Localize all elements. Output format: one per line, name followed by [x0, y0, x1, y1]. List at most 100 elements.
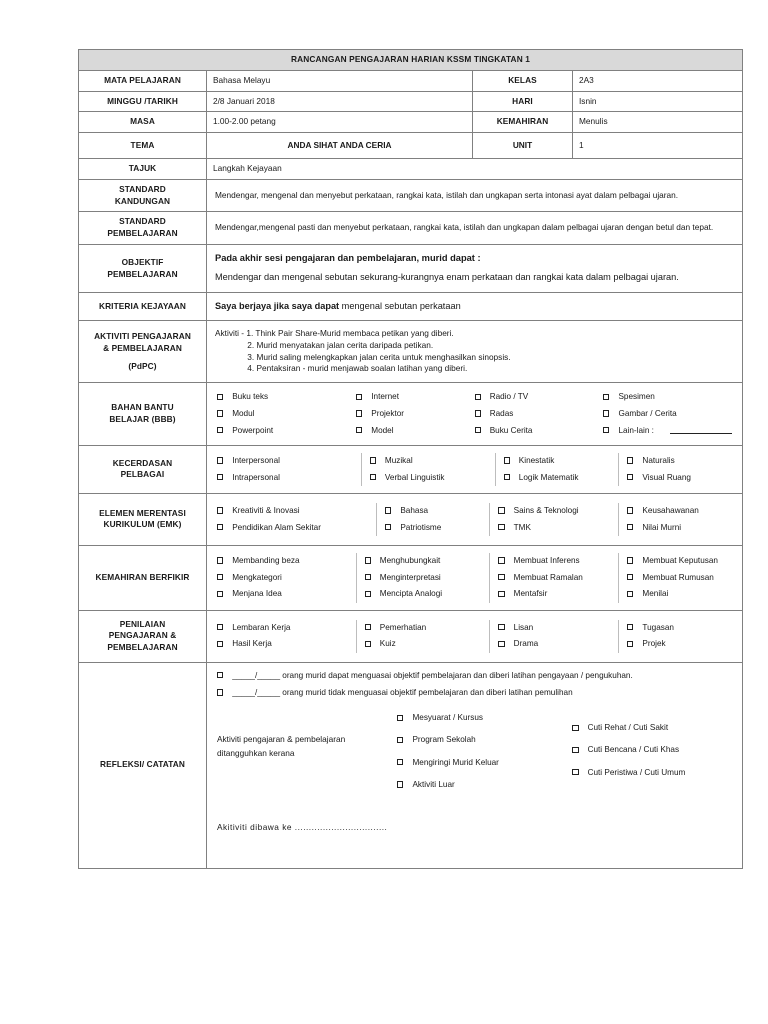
bbb-option[interactable]: Internet: [356, 392, 474, 402]
kecerdasan-option[interactable]: Kinestatik: [503, 456, 619, 466]
refleksi-reason-option[interactable]: Program Sekolah: [397, 735, 572, 745]
berfikir-option[interactable]: Menghubungkait: [364, 556, 490, 566]
emk-option[interactable]: TMK: [498, 523, 618, 533]
penilaian-option[interactable]: Hasil Kerja: [217, 639, 356, 649]
bbb-option[interactable]: Buku teks: [217, 392, 356, 402]
checkbox-icon[interactable]: [572, 746, 579, 754]
checkbox-icon[interactable]: [217, 507, 224, 514]
checkbox-icon[interactable]: [217, 672, 224, 679]
bbb-option[interactable]: Spesimen: [603, 392, 732, 402]
checkbox-icon[interactable]: [498, 557, 505, 564]
kecerdasan-option[interactable]: Logik Matematik: [503, 473, 619, 483]
refleksi-reason-option[interactable]: Mesyuarat / Kursus: [397, 713, 572, 723]
emk-option[interactable]: Bahasa: [385, 506, 489, 516]
kecerdasan-option[interactable]: Muzikal: [369, 456, 495, 466]
checkbox-icon[interactable]: [498, 524, 505, 531]
refleksi-leave-option[interactable]: Cuti Peristiwa / Cuti Umum: [572, 768, 732, 778]
checkbox-icon[interactable]: [217, 410, 224, 417]
bbb-option[interactable]: Projektor: [356, 409, 474, 419]
berfikir-option[interactable]: Mengkategori: [217, 573, 356, 583]
berfikir-option[interactable]: Mentafsir: [498, 589, 618, 599]
checkbox-icon[interactable]: [603, 393, 610, 400]
checkbox-icon[interactable]: [356, 427, 363, 434]
checkbox-icon[interactable]: [369, 474, 376, 481]
checkbox-icon[interactable]: [627, 524, 634, 531]
checkbox-icon[interactable]: [498, 507, 505, 514]
penilaian-option[interactable]: Lembaran Kerja: [217, 623, 356, 633]
berfikir-option[interactable]: Membuat Inferens: [498, 556, 618, 566]
checkbox-icon[interactable]: [627, 640, 634, 648]
checkbox-icon[interactable]: [603, 410, 610, 417]
checkbox-icon[interactable]: [385, 507, 392, 514]
emk-option[interactable]: Pendidikan Alam Sekitar: [217, 523, 376, 533]
refleksi-reason-option[interactable]: Aktiviti Luar: [397, 780, 572, 790]
checkbox-icon[interactable]: [364, 624, 371, 631]
penilaian-option[interactable]: Lisan: [498, 623, 618, 633]
checkbox-icon[interactable]: [217, 640, 224, 648]
checkbox-icon[interactable]: [627, 590, 634, 598]
checkbox-icon[interactable]: [474, 393, 481, 400]
kecerdasan-option[interactable]: Verbal Linguistik: [369, 473, 495, 483]
checkbox-icon[interactable]: [217, 689, 224, 696]
checkbox-icon[interactable]: [397, 714, 404, 721]
checkbox-icon[interactable]: [217, 590, 224, 598]
checkbox-icon[interactable]: [356, 410, 363, 417]
checkbox-icon[interactable]: [603, 427, 610, 434]
checkbox-icon[interactable]: [627, 624, 634, 631]
checkbox-icon[interactable]: [397, 781, 404, 788]
checkbox-icon[interactable]: [627, 457, 634, 464]
checkbox-icon[interactable]: [364, 574, 371, 581]
berfikir-option[interactable]: Menjana Idea: [217, 589, 356, 599]
refleksi-mastery-option[interactable]: _____/_____ orang murid dapat menguasai …: [217, 671, 732, 681]
penilaian-option[interactable]: Pemerhatian: [364, 623, 490, 633]
bbb-option[interactable]: Model: [356, 426, 474, 436]
penilaian-option[interactable]: Tugasan: [627, 623, 732, 633]
bbb-option[interactable]: Radio / TV: [474, 392, 604, 402]
checkbox-icon[interactable]: [498, 640, 505, 648]
emk-option[interactable]: Patriotisme: [385, 523, 489, 533]
berfikir-option[interactable]: Membuat Rumusan: [627, 573, 732, 583]
checkbox-icon[interactable]: [217, 574, 224, 581]
checkbox-icon[interactable]: [627, 557, 634, 564]
refleksi-leave-option[interactable]: Cuti Bencana / Cuti Khas: [572, 745, 732, 755]
emk-option[interactable]: Kreativiti & Inovasi: [217, 506, 376, 516]
emk-option[interactable]: Sains & Teknologi: [498, 506, 618, 516]
refleksi-leave-option[interactable]: Cuti Rehat / Cuti Sakit: [572, 723, 732, 733]
penilaian-option[interactable]: Drama: [498, 639, 618, 649]
checkbox-icon[interactable]: [217, 524, 224, 531]
checkbox-icon[interactable]: [572, 724, 579, 731]
checkbox-icon[interactable]: [572, 769, 579, 776]
checkbox-icon[interactable]: [397, 736, 404, 744]
lain-lain-blank-line[interactable]: [670, 426, 733, 434]
checkbox-icon[interactable]: [503, 474, 510, 481]
checkbox-icon[interactable]: [364, 640, 371, 648]
checkbox-icon[interactable]: [217, 557, 224, 564]
checkbox-icon[interactable]: [498, 624, 505, 631]
kecerdasan-option[interactable]: Interpersonal: [217, 456, 361, 466]
checkbox-icon[interactable]: [498, 574, 505, 581]
refleksi-reason-option[interactable]: Mengiringi Murid Keluar: [397, 758, 572, 768]
checkbox-icon[interactable]: [369, 457, 376, 464]
bbb-option[interactable]: Lain-lain :: [603, 426, 733, 436]
berfikir-option[interactable]: Menginterpretasi: [364, 573, 490, 583]
checkbox-icon[interactable]: [217, 393, 224, 400]
bbb-option[interactable]: Buku Cerita: [474, 426, 604, 436]
bbb-option[interactable]: Powerpoint: [217, 426, 356, 436]
kecerdasan-option[interactable]: Visual Ruang: [627, 473, 732, 483]
checkbox-icon[interactable]: [627, 574, 634, 581]
penilaian-option[interactable]: Kuiz: [364, 639, 490, 649]
kecerdasan-option[interactable]: Intrapersonal: [217, 473, 361, 483]
checkbox-icon[interactable]: [217, 474, 224, 481]
checkbox-icon[interactable]: [364, 590, 371, 598]
checkbox-icon[interactable]: [217, 624, 224, 631]
berfikir-option[interactable]: Membanding beza: [217, 556, 356, 566]
bbb-option[interactable]: Radas: [474, 409, 604, 419]
checkbox-icon[interactable]: [503, 457, 510, 464]
kecerdasan-option[interactable]: Naturalis: [627, 456, 732, 466]
checkbox-icon[interactable]: [498, 590, 505, 598]
bbb-option[interactable]: Gambar / Cerita: [603, 409, 732, 419]
berfikir-option[interactable]: Membuat Ramalan: [498, 573, 618, 583]
checkbox-icon[interactable]: [356, 393, 363, 400]
checkbox-icon[interactable]: [364, 557, 371, 564]
emk-option[interactable]: Keusahawanan: [627, 506, 732, 516]
